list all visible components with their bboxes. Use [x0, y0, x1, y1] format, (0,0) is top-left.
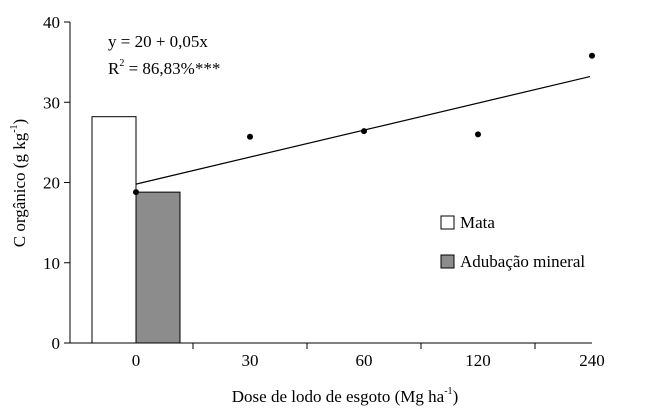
legend-label-mata: Mata — [460, 213, 495, 232]
ticks-layer: 0 10 20 30 40 0 30 60 120 240 — [43, 13, 605, 370]
bar-adubacao-mineral — [135, 191, 181, 344]
trendline-layer — [135, 75, 591, 185]
data-point — [133, 189, 139, 196]
y-tick-label: 20 — [43, 174, 60, 193]
x-tick-label: 60 — [356, 351, 373, 370]
data-point — [475, 131, 481, 138]
x-tick-label: 240 — [579, 351, 605, 370]
legend-swatch-adubacao — [440, 254, 455, 269]
legend-swatch-mata — [440, 215, 455, 230]
y-tick-label: 0 — [52, 334, 61, 353]
y-tick-label: 40 — [43, 13, 60, 32]
x-tick-label: 0 — [132, 351, 141, 370]
equation-label: y = 20 + 0,05x — [108, 32, 208, 51]
x-tick-label: 30 — [242, 351, 259, 370]
legend: Mata Adubação mineral — [440, 213, 585, 271]
bar-mata — [91, 116, 137, 344]
legend-label-adubacao: Adubação mineral — [460, 252, 585, 271]
bars-layer — [91, 116, 181, 344]
trend-line — [135, 75, 591, 185]
r-squared-label: R2 = 86,83%*** — [108, 58, 220, 78]
y-axis-title: C orgânico (g kg-1) — [9, 119, 29, 247]
data-point — [247, 133, 253, 140]
y-tick-label: 10 — [43, 254, 60, 273]
y-tick-label: 30 — [43, 93, 60, 112]
points-layer — [133, 52, 595, 196]
x-axis-title: Dose de lodo de esgoto (Mg ha-1) — [232, 386, 458, 406]
data-point — [589, 52, 595, 59]
x-tick-label: 120 — [465, 351, 491, 370]
